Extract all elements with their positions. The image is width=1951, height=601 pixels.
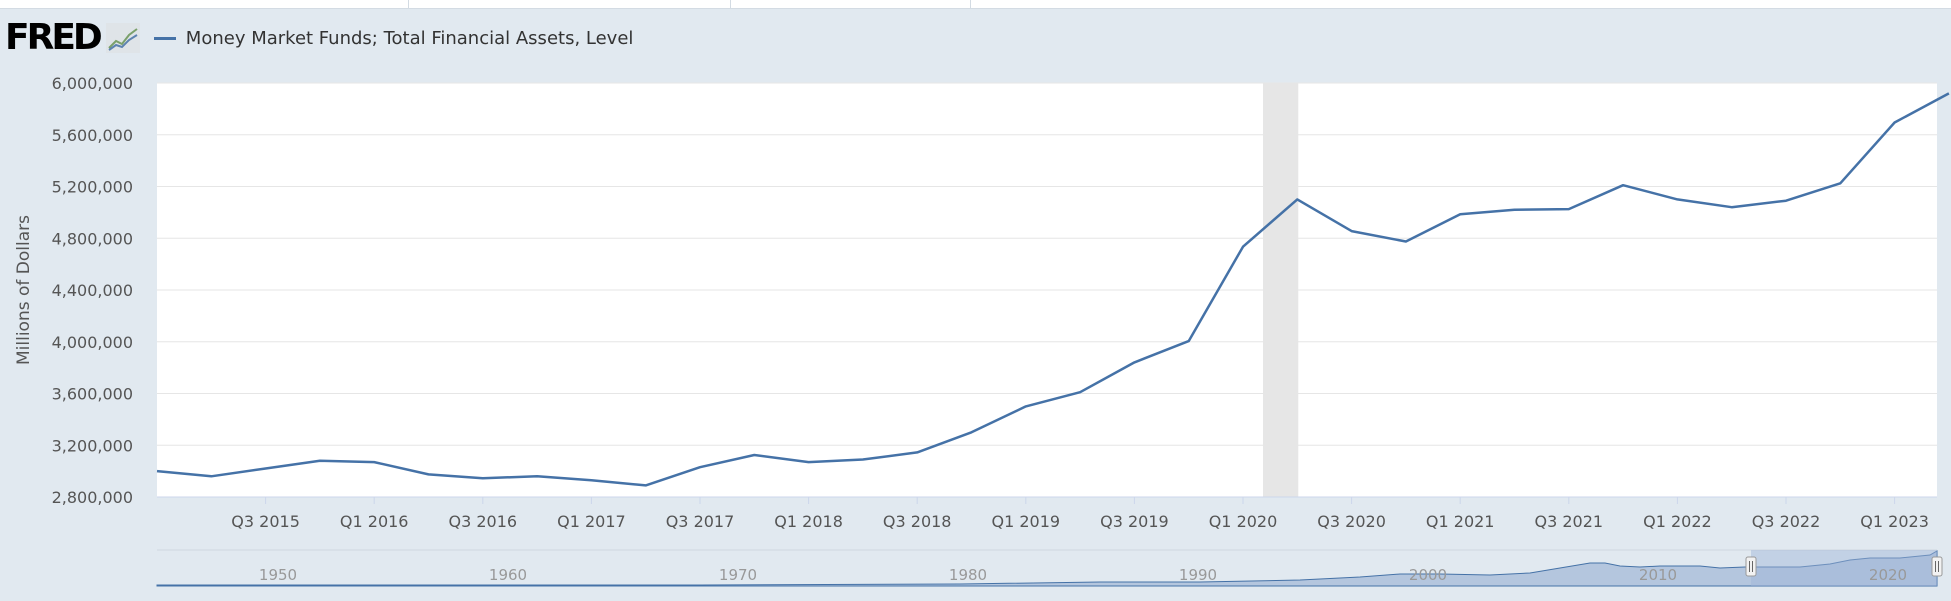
navigator-left-handle[interactable]	[1745, 556, 1757, 577]
legend-label: Money Market Funds; Total Financial Asse…	[185, 27, 634, 49]
x-tick-label: Q1 2017	[557, 512, 626, 531]
data-point[interactable]	[1186, 338, 1192, 344]
navigator-series	[156, 550, 1938, 587]
data-point[interactable]	[1131, 359, 1137, 365]
data-point[interactable]	[806, 459, 812, 465]
navigator-right-handle[interactable]	[1931, 556, 1943, 577]
data-point[interactable]	[317, 458, 323, 464]
y-tick-label: 3,200,000	[52, 436, 133, 455]
x-tick-label: Q3 2018	[883, 512, 952, 531]
y-tick-label: 4,800,000	[52, 229, 133, 248]
x-tick-label: Q1 2018	[774, 512, 843, 531]
navigator-label: 1960	[489, 566, 527, 584]
data-point[interactable]	[1403, 238, 1409, 244]
navigator-selected-range[interactable]	[1751, 550, 1937, 586]
data-point[interactable]	[154, 468, 160, 474]
x-tick-label: Q1 2022	[1643, 512, 1712, 531]
data-point[interactable]	[480, 475, 486, 481]
y-tick-label: 3,600,000	[52, 385, 133, 404]
top-strip	[0, 0, 1951, 9]
series-line[interactable]	[156, 92, 1950, 487]
y-tick-label: 2,800,000	[52, 488, 133, 507]
data-point[interactable]	[1349, 228, 1355, 234]
y-tick-label: 4,400,000	[52, 281, 133, 300]
data-point[interactable]	[697, 464, 703, 470]
fred-logo-graph-icon	[105, 23, 140, 53]
x-tick-label: Q3 2021	[1535, 512, 1604, 531]
x-tick-label: Q3 2015	[231, 512, 300, 531]
x-tick-label: Q3 2017	[666, 512, 735, 531]
x-tick-label: Q3 2020	[1317, 512, 1386, 531]
y-axis-title: Millions of Dollars	[14, 215, 34, 365]
y-tick-label: 6,000,000	[52, 74, 133, 93]
data-point[interactable]	[426, 471, 432, 477]
y-tick-label: 4,000,000	[52, 333, 133, 352]
data-point[interactable]	[1294, 196, 1300, 202]
data-point[interactable]	[208, 473, 214, 479]
navigator-label: 1950	[259, 566, 297, 584]
top-strip-divider	[730, 0, 731, 8]
fred-logo: FRED	[5, 17, 103, 58]
data-point[interactable]	[1837, 180, 1843, 186]
navigator-label: 1970	[719, 566, 757, 584]
x-tick-label: Q1 2023	[1860, 512, 1929, 531]
navigator-label: 2010	[1639, 566, 1677, 584]
data-point[interactable]	[1457, 211, 1463, 217]
data-point[interactable]	[969, 429, 975, 435]
data-point[interactable]	[751, 452, 757, 458]
data-point[interactable]	[371, 459, 377, 465]
navigator-label: 1980	[949, 566, 987, 584]
data-point[interactable]	[1240, 244, 1246, 250]
chart-header: FRED Money Market Funds; Total Financial…	[0, 18, 1951, 58]
top-strip-divider	[970, 0, 971, 8]
y-tick-label: 5,200,000	[52, 178, 133, 197]
data-point[interactable]	[1077, 389, 1083, 395]
data-point[interactable]	[914, 449, 920, 455]
data-point[interactable]	[1620, 182, 1626, 188]
navigator-label: 2020	[1869, 566, 1907, 584]
x-tick-label: Q1 2021	[1426, 512, 1495, 531]
data-point[interactable]	[263, 466, 269, 472]
data-point[interactable]	[643, 482, 649, 488]
legend[interactable]: Money Market Funds; Total Financial Asse…	[153, 27, 634, 49]
navigator-label: 1990	[1179, 566, 1217, 584]
data-point[interactable]	[534, 473, 540, 479]
data-point[interactable]	[1512, 207, 1518, 213]
x-tick-label: Q1 2016	[340, 512, 409, 531]
x-tick-label: Q3 2022	[1752, 512, 1821, 531]
y-tick-label: 5,600,000	[52, 126, 133, 145]
data-point[interactable]	[1566, 206, 1572, 212]
navigator-label: 2000	[1409, 566, 1447, 584]
data-point[interactable]	[1674, 196, 1680, 202]
data-point[interactable]	[1729, 204, 1735, 210]
top-strip-divider	[408, 0, 409, 8]
data-point[interactable]	[1783, 198, 1789, 204]
data-point[interactable]	[1023, 403, 1029, 409]
data-point[interactable]	[860, 456, 866, 462]
x-tick-label: Q1 2020	[1209, 512, 1278, 531]
data-point[interactable]	[588, 477, 594, 483]
x-tick-label: Q1 2019	[992, 512, 1061, 531]
data-point[interactable]	[1892, 119, 1898, 125]
x-tick-label: Q3 2019	[1100, 512, 1169, 531]
x-tick-label: Q3 2016	[449, 512, 518, 531]
legend-swatch	[153, 36, 176, 40]
